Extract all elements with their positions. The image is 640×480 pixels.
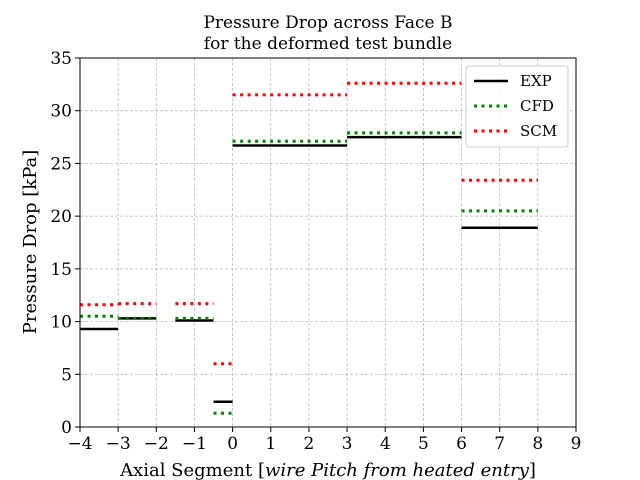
plot-frame (79, 57, 577, 428)
y-tick-label: 10 (50, 313, 72, 333)
x-tick-label: 9 (571, 434, 582, 454)
y-tick-label: 0 (61, 418, 72, 438)
x-tick-label: 2 (304, 434, 315, 454)
y-tick-label: 15 (50, 260, 72, 280)
x-tick-label: 6 (456, 434, 467, 454)
y-axis-label: Pressure Drop [kPa] (20, 150, 41, 335)
chart-title-line-2: for the deformed test bundle (204, 34, 452, 54)
y-tick-label: 5 (61, 365, 72, 385)
legend-label-exp: EXP (520, 72, 552, 90)
x-tick-label: 8 (532, 434, 543, 454)
x-tick-label: 7 (494, 434, 505, 454)
legend: EXP CFD SCM (465, 65, 569, 148)
grid (79, 57, 577, 428)
x-tick-label: −2 (144, 434, 169, 454)
legend-label-cfd: CFD (520, 97, 554, 115)
x-tick-label: 3 (342, 434, 353, 454)
y-tick-label: 30 (50, 102, 72, 122)
x-tick-label: 4 (380, 434, 391, 454)
legend-label-scm: SCM (520, 122, 557, 140)
x-tick-label: 0 (227, 434, 238, 454)
x-axis-label: Axial Segment [wire Pitch from heated en… (119, 460, 536, 480)
x-tick-label: −1 (182, 434, 207, 454)
ticks: −4 −3 −2 −1 0 1 2 3 4 5 6 7 8 9 0 5 10 15 20 25 30 35 (50, 49, 581, 454)
x-tick-label: −4 (67, 434, 92, 454)
x-tick-label: 5 (418, 434, 429, 454)
x-tick-label: −3 (106, 434, 131, 454)
x-tick-label: 1 (265, 434, 276, 454)
y-tick-label: 20 (50, 207, 72, 227)
y-tick-label: 25 (50, 154, 72, 174)
series-marks (80, 81, 538, 415)
chart-title-line-1: Pressure Drop across Face B (203, 13, 452, 33)
y-tick-label: 35 (50, 49, 72, 69)
